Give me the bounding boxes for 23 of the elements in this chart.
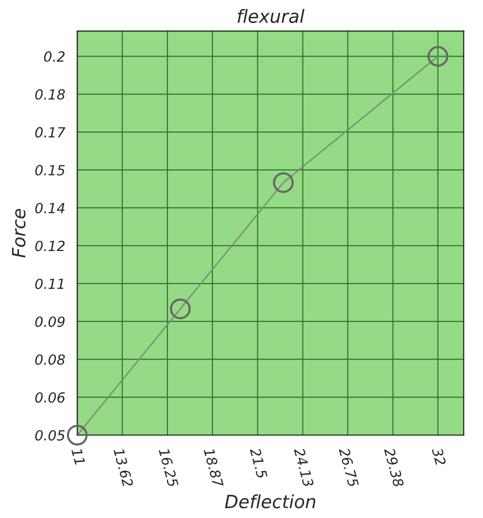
x-tick-label: 21.5	[250, 447, 268, 479]
y-axis-title: Force	[12, 208, 26, 258]
chart-title: flexural	[238, 9, 304, 24]
x-tick-label: 32	[432, 447, 446, 466]
x-tick-label: 13.62	[113, 448, 134, 488]
y-tick-label: 0.18	[35, 89, 65, 100]
y-tick-label: 0.15	[35, 164, 65, 176]
y-tick-label: 0.2	[44, 51, 65, 62]
x-axis-title: Deflection	[224, 494, 316, 508]
y-tick-label: 0.09	[35, 316, 65, 327]
y-tick-label: 0.06	[35, 392, 65, 403]
y-tick-label: 0.17	[35, 127, 66, 138]
y-tick-label: 0.14	[35, 202, 64, 214]
x-tick-label: 29.38	[384, 447, 404, 488]
x-tick-label: 16.25	[158, 448, 179, 488]
y-tick-label: 0.08	[35, 354, 65, 365]
y-tick-label: 0.05	[35, 430, 65, 441]
y-tick-label: 0.11	[35, 278, 64, 290]
x-tick-label: 11	[71, 448, 86, 465]
x-tick-label: 18.87	[204, 448, 224, 488]
x-tick-label: 24.13	[294, 447, 314, 488]
x-tick-label: 26.75	[338, 447, 359, 488]
y-tick-label: 0.12	[35, 240, 65, 252]
